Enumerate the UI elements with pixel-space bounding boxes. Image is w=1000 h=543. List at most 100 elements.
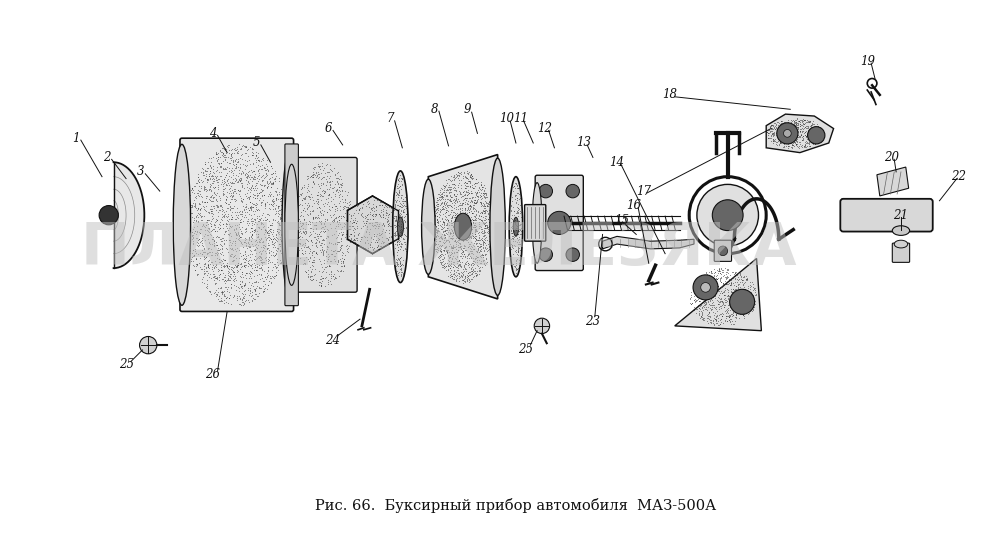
Point bbox=[206, 193, 222, 201]
Point bbox=[438, 207, 454, 216]
Point bbox=[238, 241, 254, 250]
Point bbox=[302, 273, 318, 281]
Point bbox=[381, 225, 397, 234]
Point bbox=[215, 219, 231, 228]
Point bbox=[475, 256, 491, 265]
Point bbox=[294, 220, 310, 229]
Point bbox=[247, 246, 263, 255]
Point bbox=[227, 157, 243, 166]
Point bbox=[694, 295, 710, 304]
Point bbox=[454, 254, 470, 262]
Point bbox=[703, 315, 719, 324]
Point bbox=[509, 195, 525, 204]
Point bbox=[297, 260, 313, 269]
Point bbox=[225, 256, 241, 265]
Point bbox=[303, 172, 319, 181]
Point bbox=[178, 230, 194, 239]
Point bbox=[203, 209, 219, 217]
Point bbox=[252, 188, 268, 197]
Point bbox=[190, 236, 206, 244]
Point bbox=[250, 230, 266, 238]
Point bbox=[305, 171, 321, 179]
Point bbox=[223, 191, 239, 200]
Point bbox=[465, 201, 481, 210]
Point bbox=[739, 291, 755, 299]
Point bbox=[236, 293, 252, 302]
Point bbox=[193, 168, 209, 176]
Point bbox=[260, 181, 276, 190]
Point bbox=[277, 199, 293, 207]
Point bbox=[508, 265, 524, 274]
Point bbox=[738, 301, 754, 310]
Point bbox=[318, 273, 334, 281]
Point bbox=[365, 245, 381, 254]
Point bbox=[196, 184, 212, 193]
Point bbox=[450, 183, 466, 192]
Point bbox=[253, 198, 269, 206]
Point bbox=[742, 285, 758, 293]
Point bbox=[189, 211, 205, 220]
Point bbox=[371, 210, 387, 219]
Point bbox=[440, 206, 456, 215]
Point bbox=[239, 169, 255, 178]
Point bbox=[468, 216, 484, 225]
Point bbox=[229, 208, 245, 217]
Point bbox=[237, 155, 253, 164]
Point bbox=[315, 247, 331, 255]
Point bbox=[785, 130, 801, 138]
Point bbox=[254, 266, 270, 274]
Point bbox=[200, 263, 216, 272]
Point bbox=[220, 248, 236, 257]
Point bbox=[256, 287, 272, 295]
Point bbox=[723, 280, 739, 289]
Point bbox=[270, 207, 286, 216]
Point bbox=[446, 208, 462, 217]
Point bbox=[504, 229, 520, 237]
Point bbox=[510, 184, 526, 193]
Point bbox=[811, 130, 827, 138]
Point bbox=[275, 188, 291, 197]
Point bbox=[232, 280, 248, 288]
Point bbox=[461, 213, 477, 222]
Point bbox=[793, 130, 809, 138]
Point bbox=[253, 263, 269, 272]
Point bbox=[718, 298, 734, 307]
Point bbox=[358, 217, 374, 225]
Point bbox=[446, 190, 462, 198]
Point bbox=[259, 234, 275, 243]
Point bbox=[386, 214, 402, 223]
Point bbox=[306, 232, 322, 241]
Point bbox=[274, 216, 290, 225]
Point bbox=[187, 192, 203, 201]
Point bbox=[379, 218, 395, 226]
Point bbox=[219, 163, 235, 172]
Point bbox=[376, 222, 392, 230]
Point bbox=[192, 200, 208, 209]
Point bbox=[297, 238, 313, 247]
Point bbox=[444, 203, 460, 212]
Point bbox=[296, 195, 312, 204]
Point bbox=[394, 191, 410, 200]
Point bbox=[269, 191, 285, 200]
Point bbox=[220, 270, 236, 279]
Point bbox=[510, 247, 526, 255]
Point bbox=[240, 238, 256, 247]
Point bbox=[258, 169, 274, 178]
Point bbox=[481, 217, 497, 226]
Point bbox=[794, 136, 810, 145]
Point bbox=[455, 214, 471, 223]
Point bbox=[736, 313, 752, 322]
Point bbox=[729, 302, 745, 311]
Point bbox=[477, 209, 493, 217]
Point bbox=[247, 169, 263, 178]
Point bbox=[363, 237, 379, 246]
Point bbox=[725, 311, 741, 320]
Point bbox=[253, 264, 269, 273]
Circle shape bbox=[693, 275, 718, 300]
Point bbox=[342, 236, 358, 245]
Point bbox=[368, 201, 384, 210]
Point bbox=[792, 121, 808, 130]
Point bbox=[733, 273, 749, 281]
Point bbox=[457, 242, 473, 251]
Text: 20: 20 bbox=[884, 151, 899, 164]
